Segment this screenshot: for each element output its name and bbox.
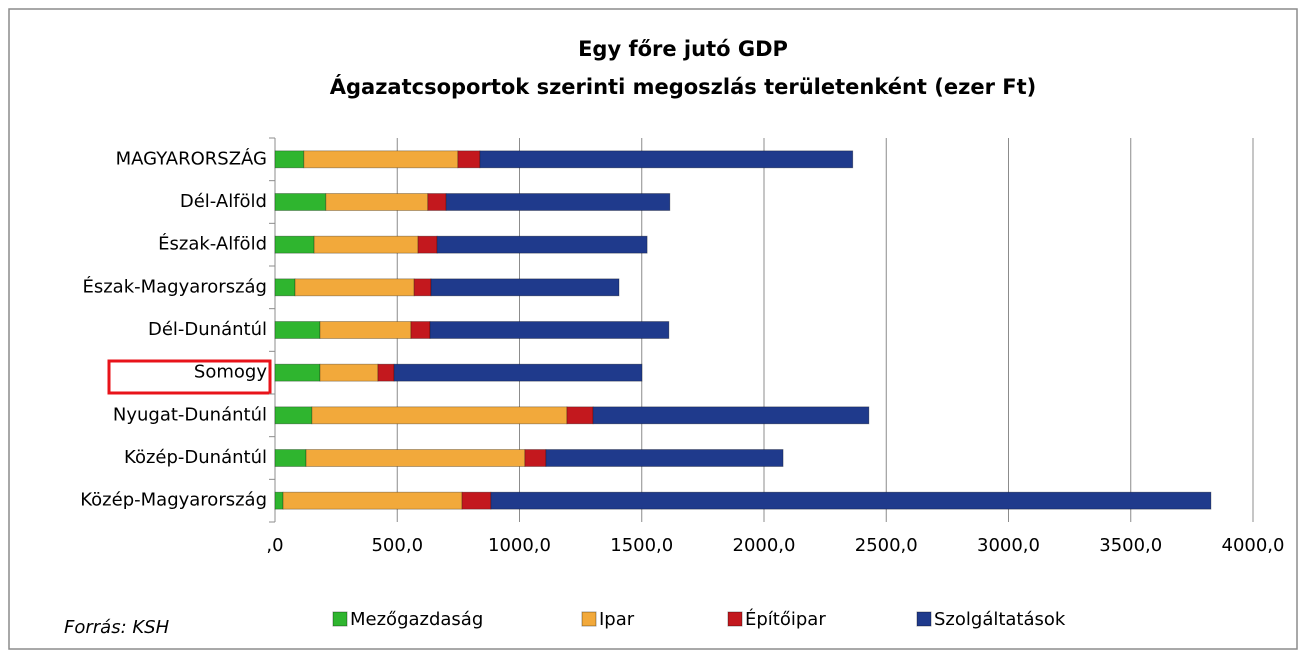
bar-segment <box>319 321 412 339</box>
x-tick-label: 2000,0 <box>733 535 796 556</box>
bar-segment <box>410 321 431 339</box>
y-tick-label: Somogy <box>194 362 267 383</box>
bar-segment <box>274 491 284 510</box>
bar-segment <box>445 193 671 211</box>
bar-segment <box>524 449 547 467</box>
x-tick-label: 4000,0 <box>1222 535 1285 556</box>
x-tick-label: 500,0 <box>371 535 423 556</box>
bar-segment <box>274 193 327 211</box>
legend-label: Ipar <box>599 609 635 630</box>
bar-segment <box>566 406 594 425</box>
y-tick-label: MAGYARORSZÁG <box>116 147 267 169</box>
bar-segment <box>592 406 870 425</box>
bar-segment <box>319 363 379 382</box>
bar-segment <box>305 449 526 467</box>
bar-segment <box>313 235 419 254</box>
bar-segment <box>377 363 395 382</box>
legend-swatch <box>332 611 348 627</box>
y-tick-label: Közép-Dunántúl <box>124 447 267 468</box>
bar-segment <box>274 235 315 254</box>
chart-title: Egy főre jutó GDP <box>578 37 788 61</box>
x-tick-label: ,0 <box>266 535 283 556</box>
bar-segment <box>436 235 648 254</box>
y-tick-label: Nyugat-Dunántúl <box>113 404 267 425</box>
x-tick-label: 2500,0 <box>855 535 918 556</box>
bar-segment <box>282 491 463 510</box>
bar-segment <box>413 278 432 297</box>
bar-segment <box>325 193 429 211</box>
bar-segment <box>393 363 643 382</box>
x-tick-label: 3000,0 <box>977 535 1040 556</box>
source-note: Forrás: KSH <box>64 617 170 638</box>
x-tick-label: 3500,0 <box>1099 535 1162 556</box>
y-tick-label: Közép-Magyarország <box>80 490 267 511</box>
legend-swatch <box>581 611 597 627</box>
bar-segment <box>429 321 670 339</box>
bar-segment <box>274 150 305 169</box>
bar-segment <box>274 278 296 297</box>
bar-segment <box>274 363 321 382</box>
highlight-box <box>107 359 272 395</box>
x-tick-label: 1000,0 <box>488 535 551 556</box>
chart-subtitle: Ágazatcsoportok szerinti megoszlás terül… <box>330 74 1036 99</box>
bar-segment <box>303 150 459 169</box>
legend-swatch <box>916 611 932 627</box>
legend-label: Építőipar <box>745 608 826 630</box>
bar-segment <box>311 406 568 425</box>
legend-label: Mezőgazdaság <box>350 609 483 630</box>
bar-segment <box>490 491 1212 510</box>
bar-segment <box>461 491 492 510</box>
bar-segment <box>545 449 784 467</box>
y-tick-label: Dél-Alföld <box>180 191 267 212</box>
x-tick-label: 1500,0 <box>610 535 673 556</box>
bar-segment <box>457 150 481 169</box>
bar-segment <box>479 150 854 169</box>
y-tick-label: Észak-Magyarország <box>82 275 267 297</box>
legend-swatch <box>727 611 743 627</box>
bar-segment <box>294 278 415 297</box>
bar-segment <box>274 406 313 425</box>
bar-segment <box>427 193 447 211</box>
bar-segment <box>417 235 438 254</box>
y-tick-label: Észak-Alföld <box>158 233 267 255</box>
bar-segment <box>430 278 620 297</box>
bar-segment <box>274 449 307 467</box>
bar-segment <box>274 321 321 339</box>
legend-label: Szolgáltatások <box>934 609 1066 630</box>
y-tick-label: Dél-Dunántúl <box>148 319 267 340</box>
